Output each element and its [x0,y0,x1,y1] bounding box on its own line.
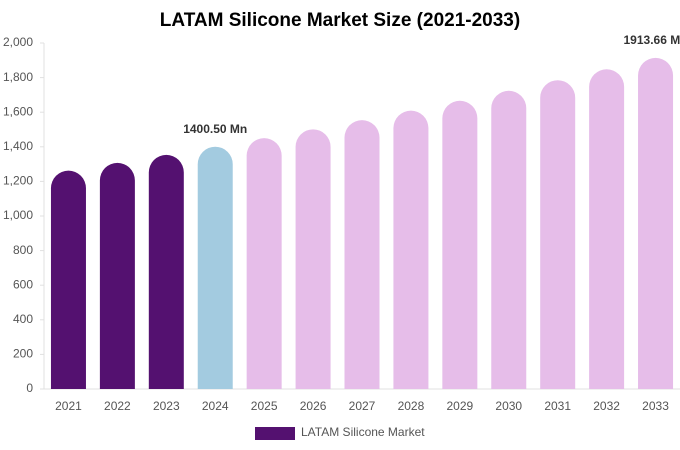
x-tick-label: 2029 [446,399,473,413]
bar [344,120,380,389]
x-tick-label: 2025 [251,399,278,413]
x-tick-label: 2024 [202,399,229,413]
data-label: 1913.66 Mn [624,33,680,47]
y-tick-label: 1,400 [3,139,33,153]
y-tick-label: 2,000 [3,35,33,49]
bar [197,146,233,389]
x-tick-label: 2033 [642,399,669,413]
bar [246,138,282,389]
bar [393,110,429,389]
legend-swatch [255,427,295,440]
y-tick-label: 0 [26,381,33,395]
x-tick-label: 2023 [153,399,180,413]
y-tick-label: 400 [13,312,33,326]
x-tick-label: 2028 [398,399,425,413]
y-tick-label: 600 [13,277,33,291]
x-tick-label: 2027 [349,399,376,413]
x-tick-label: 2022 [104,399,131,413]
x-tick-label: 2031 [544,399,571,413]
y-tick-label: 800 [13,243,33,257]
bar [148,154,184,389]
y-tick-label: 1,600 [3,104,33,118]
data-label: 1400.50 Mn [183,122,247,136]
legend-label: LATAM Silicone Market [301,425,425,439]
x-tick-label: 2032 [593,399,620,413]
y-tick-label: 1,000 [3,208,33,222]
bar [589,69,625,390]
bar [99,162,135,389]
bar [491,90,527,390]
y-tick-label: 1,200 [3,174,33,188]
y-tick-label: 200 [13,347,33,361]
bar [540,80,576,389]
bar [638,57,674,389]
bar [50,170,86,389]
bar [295,129,331,389]
x-tick-label: 2026 [300,399,327,413]
chart-title: LATAM Silicone Market Size (2021-2033) [160,10,520,31]
x-tick-label: 2030 [495,399,522,413]
bar [442,100,478,390]
y-tick-label: 1,800 [3,70,33,84]
x-tick-label: 2021 [55,399,82,413]
